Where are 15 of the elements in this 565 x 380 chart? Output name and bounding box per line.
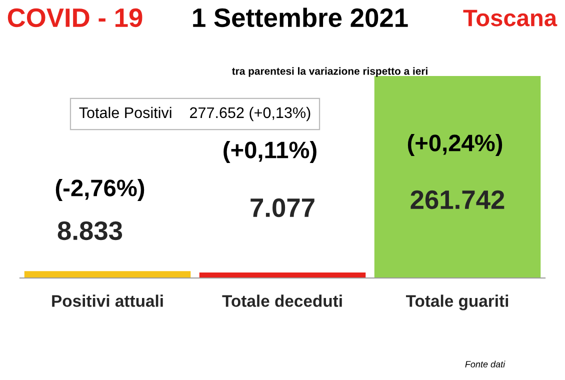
data-label: 7.077	[250, 198, 314, 218]
chart-subtitle: 1 Settembre 2021	[193, 8, 408, 28]
annotation: Totale Positivi 277.652 (+0,13%)	[79, 106, 310, 122]
annotation: (+0,24%)	[408, 134, 502, 156]
x-tick-label: Positivi attuali	[52, 294, 163, 307]
annotation: tra parentesi la variazione rispetto a ieri	[232, 67, 428, 77]
chart-title: COVID - 19	[8, 8, 142, 28]
text: Toscana	[463, 10, 558, 26]
data-label: 261.742	[410, 190, 504, 210]
x-tick-label: Totale guariti	[406, 294, 508, 310]
annotation: (+0,11%)	[224, 140, 316, 164]
x-tick-label: Totale deceduti	[222, 294, 342, 307]
data-label: 8.833	[58, 221, 122, 240]
source-note: Fonte dati	[465, 360, 506, 368]
annotation: (-2,76%)	[56, 178, 144, 202]
